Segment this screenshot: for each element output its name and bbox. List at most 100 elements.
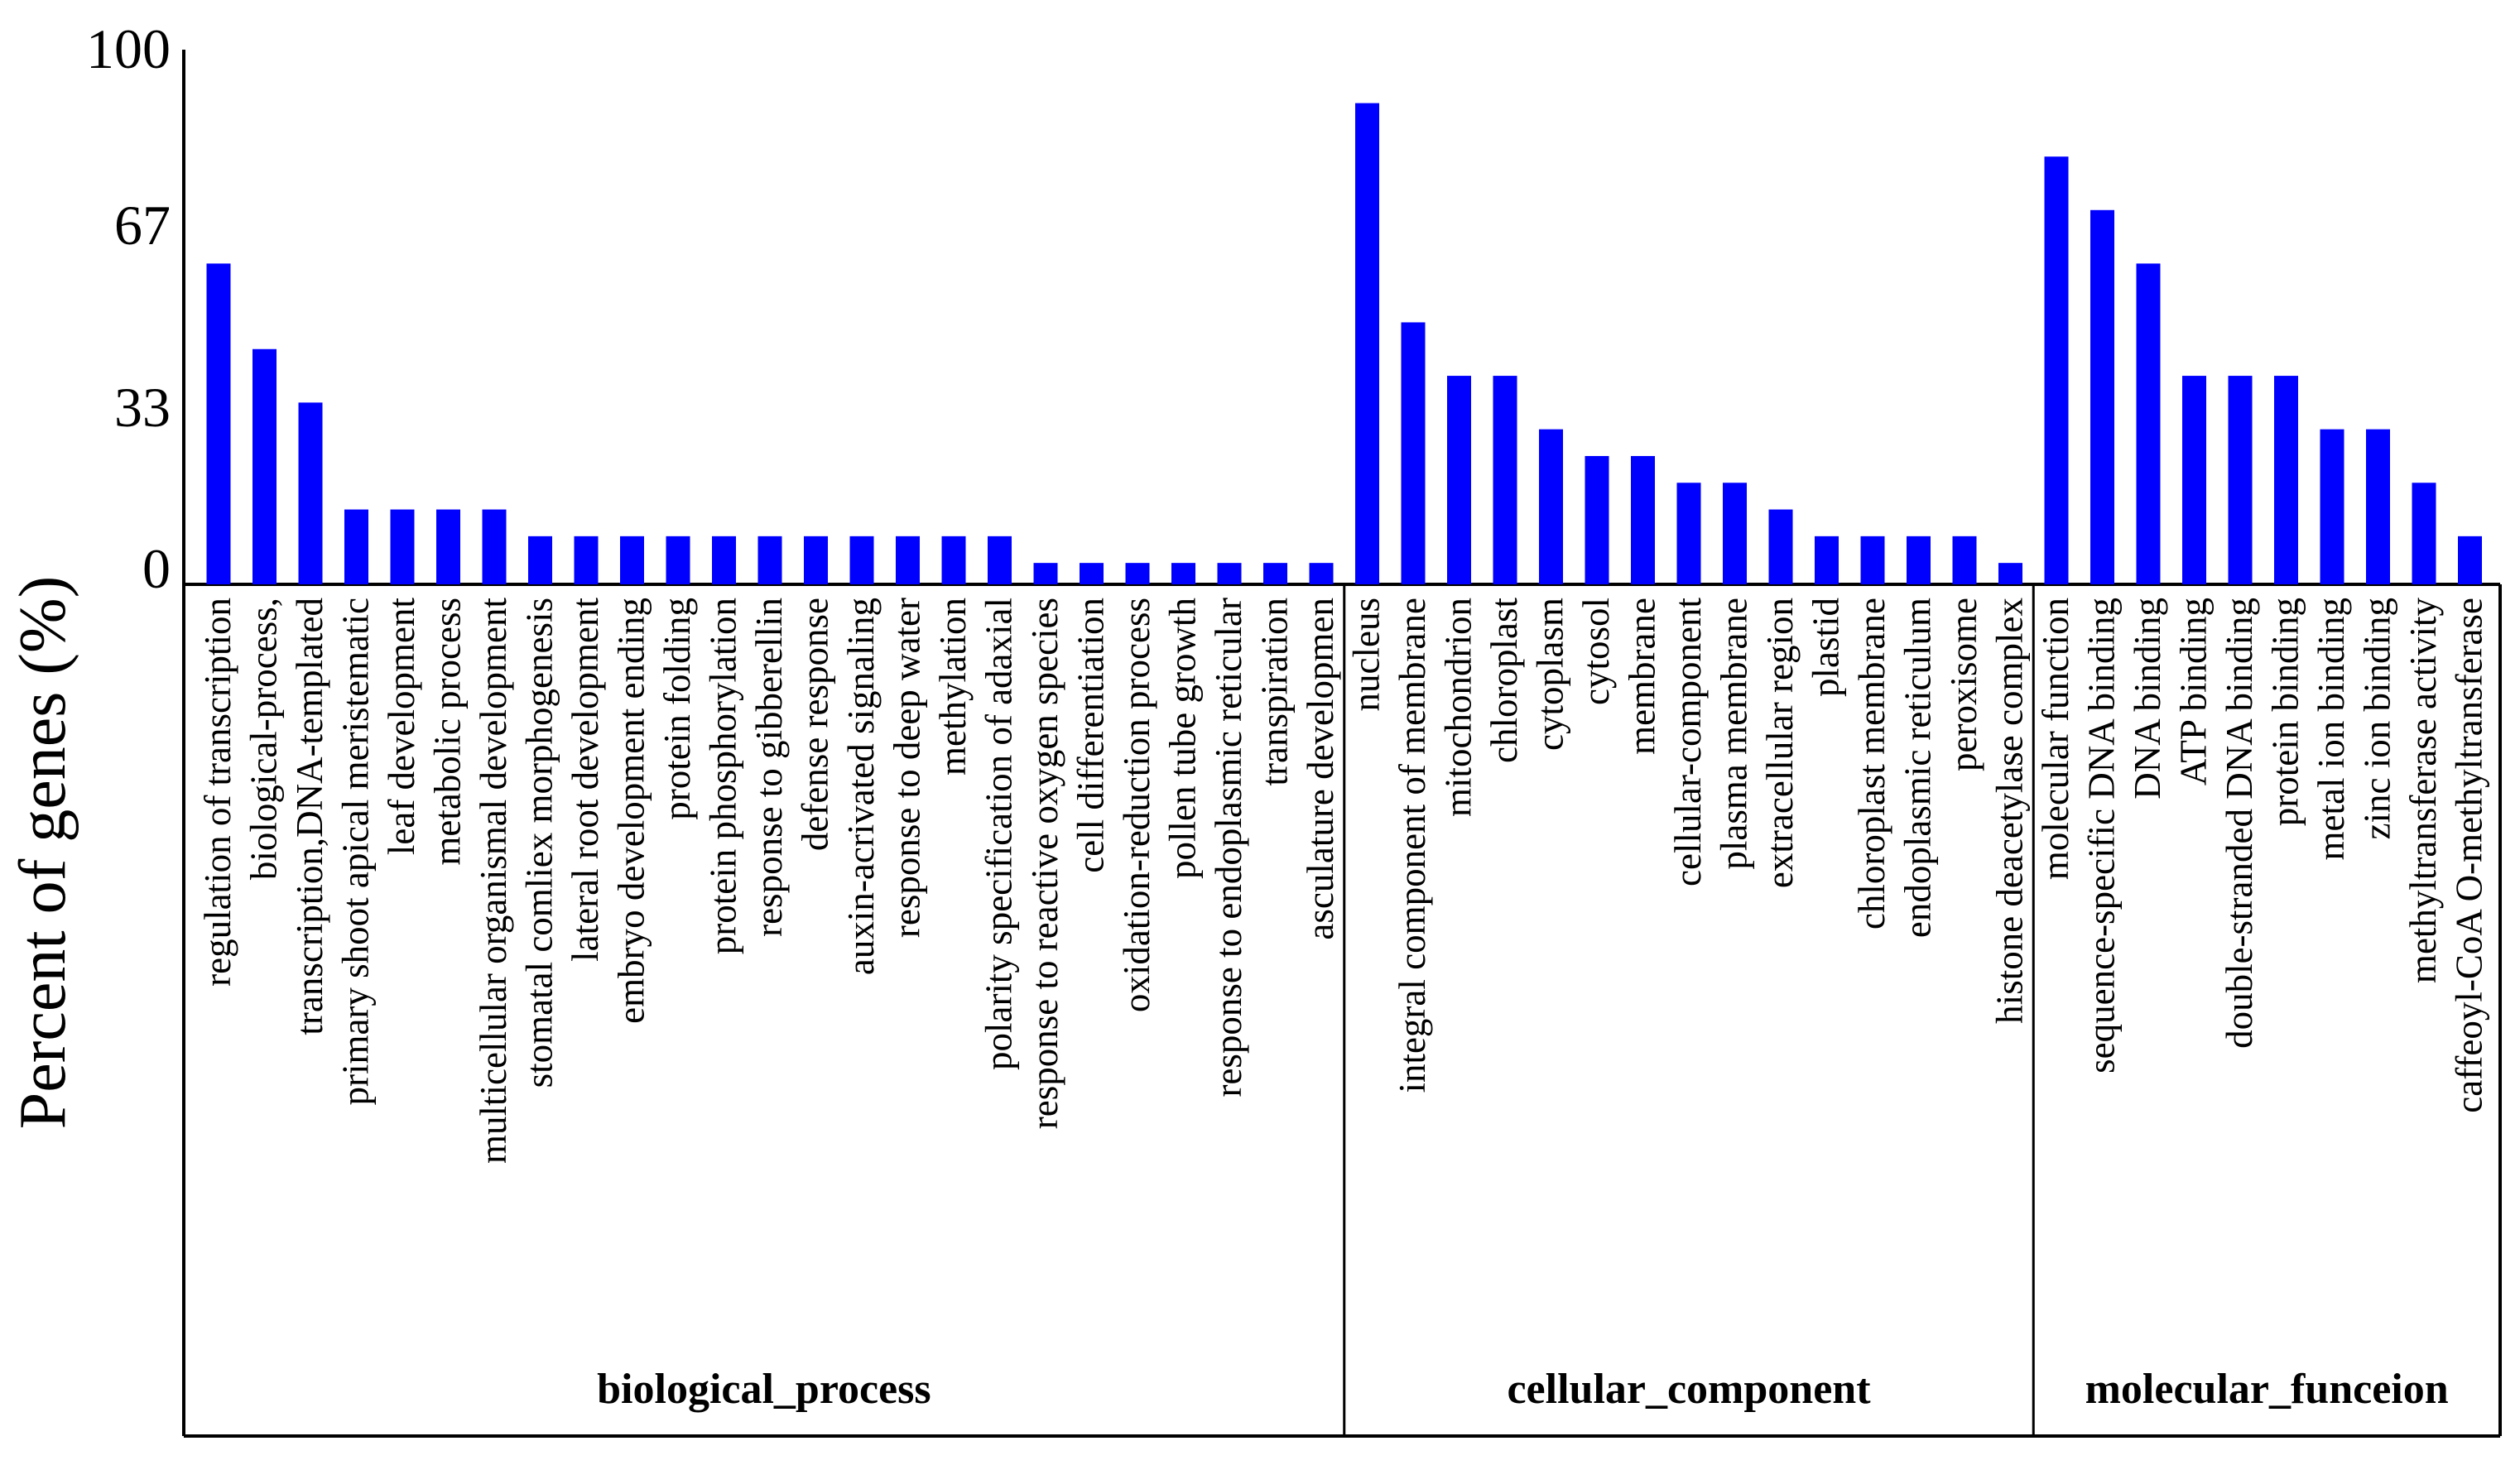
- category-label-cellular_component-13: peroxisome: [1943, 598, 1984, 771]
- category-label-molecular_funceion-0: molecular function: [2035, 598, 2076, 880]
- category-label-molecular_funceion-4: double-stranded DNA binding: [2219, 598, 2260, 1049]
- bar-molecular_funceion-4: [2228, 376, 2253, 584]
- bar-cellular_component-8: [1723, 483, 1747, 584]
- bar-cellular_component-4: [1539, 429, 1563, 584]
- bar-cellular_component-10: [1815, 536, 1839, 584]
- category-label-molecular_funceion-9: caffeoyl-CoA O-methyltransferase: [2449, 598, 2490, 1113]
- category-label-biological_process-5: metabolic process: [427, 598, 469, 866]
- bar-biological_process-1: [252, 348, 277, 584]
- category-label-biological_process-2: transcription,DNA-templated: [289, 598, 330, 1035]
- category-label-biological_process-6: multicellular organismal development: [473, 598, 514, 1164]
- bar-biological_process-21: [1171, 563, 1195, 584]
- bar-biological_process-0: [206, 263, 231, 584]
- category-label-biological_process-14: auxin-acrivated signaling: [840, 598, 882, 975]
- y-axis: 0 33 67 100: [86, 17, 2500, 600]
- category-label-biological_process-12: response to gibberellin: [748, 598, 790, 937]
- y-axis-label: Percent of genes (%): [7, 576, 79, 1130]
- y-tick-label: 67: [114, 194, 171, 257]
- category-label-cellular_component-6: membrane: [1622, 598, 1663, 755]
- group-label-biological_process: biological_process: [597, 1366, 931, 1413]
- bar-cellular_component-1: [1401, 322, 1426, 584]
- category-label-cellular_component-10: plastid: [1806, 598, 1847, 697]
- category-label-molecular_funceion-5: protein binding: [2265, 598, 2306, 826]
- bar-biological_process-5: [436, 509, 460, 584]
- category-label-biological_process-19: cell differentiation: [1070, 598, 1112, 873]
- bar-cellular_component-11: [1860, 536, 1885, 584]
- bar-molecular_funceion-6: [2320, 429, 2344, 584]
- category-label-biological_process-7: stomatal comliex morphogenesis: [519, 598, 560, 1088]
- category-label-molecular_funceion-7: zinc ion binding: [2357, 598, 2398, 839]
- bar-cellular_component-12: [1907, 536, 1931, 584]
- category-label-molecular_funceion-1: sequence-specific DNA binding: [2081, 598, 2123, 1074]
- bar-molecular_funceion-3: [2182, 376, 2206, 584]
- category-label-biological_process-13: defense response: [795, 598, 836, 851]
- category-label-cellular_component-14: histone deacetylase complex: [1989, 598, 2031, 1024]
- category-label-biological_process-17: polarity specification of adaxial: [979, 598, 1020, 1070]
- category-label-cellular_component-1: integral component of membrane: [1392, 598, 1433, 1093]
- category-label-biological_process-3: primary shoot apical meristematic: [335, 598, 377, 1106]
- y-tick-label: 100: [86, 17, 171, 80]
- bar-cellular_component-13: [1952, 536, 1977, 584]
- bar-biological_process-8: [574, 536, 599, 584]
- category-label-biological_process-1: biological-process,: [243, 598, 285, 880]
- bar-biological_process-10: [666, 536, 690, 584]
- bar-cellular_component-3: [1493, 376, 1517, 584]
- bar-biological_process-3: [344, 509, 368, 584]
- bar-biological_process-16: [941, 536, 966, 584]
- category-label-biological_process-8: lateral root development: [565, 598, 606, 962]
- bars: [206, 103, 2482, 585]
- bar-cellular_component-14: [1998, 563, 2022, 584]
- category-label-biological_process-9: embryo development ending: [611, 598, 652, 1024]
- category-label-cellular_component-5: cytosol: [1575, 598, 1617, 705]
- y-tick-label: 0: [142, 537, 171, 600]
- bar-molecular_funceion-5: [2274, 376, 2298, 584]
- bar-biological_process-2: [298, 402, 323, 584]
- category-label-cellular_component-8: plasma membrane: [1714, 598, 1755, 870]
- bar-cellular_component-0: [1355, 103, 1379, 585]
- bar-cellular_component-2: [1447, 376, 1471, 584]
- bar-cellular_component-7: [1676, 483, 1701, 584]
- category-label-molecular_funceion-2: DNA binding: [2127, 598, 2168, 800]
- bar-biological_process-11: [712, 536, 736, 584]
- bar-biological_process-12: [757, 536, 782, 584]
- bar-biological_process-6: [482, 509, 507, 584]
- bar-molecular_funceion-7: [2366, 429, 2390, 584]
- bar-biological_process-15: [896, 536, 920, 584]
- bar-cellular_component-6: [1631, 455, 1655, 584]
- category-label-biological_process-15: response to deep water: [887, 598, 928, 938]
- category-label-molecular_funceion-3: ATP binding: [2173, 598, 2215, 785]
- bar-molecular_funceion-9: [2458, 536, 2482, 584]
- group-label-cellular_component: cellular_component: [1507, 1366, 1871, 1413]
- category-label-cellular_component-9: extracellular region: [1759, 598, 1801, 888]
- bar-biological_process-17: [988, 536, 1012, 584]
- bar-molecular_funceion-8: [2412, 483, 2436, 584]
- bar-cellular_component-9: [1768, 509, 1793, 584]
- category-label-biological_process-4: leaf development: [381, 598, 422, 856]
- category-label-cellular_component-7: cellular-component: [1667, 598, 1709, 886]
- group-boxes: biological_process cellular_component mole…: [182, 584, 2502, 1438]
- category-labels: regulation of transcription biological-pr…: [197, 598, 2490, 1164]
- bar-biological_process-22: [1217, 563, 1242, 584]
- bar-biological_process-4: [390, 509, 415, 584]
- bar-biological_process-19: [1080, 563, 1104, 584]
- category-label-biological_process-0: regulation of transcription: [197, 598, 238, 987]
- category-label-biological_process-21: pollen tube growth: [1162, 598, 1204, 879]
- bar-biological_process-14: [849, 536, 874, 584]
- group-label-molecular_funceion: molecular_funceion: [2085, 1366, 2449, 1413]
- category-label-cellular_component-2: mitochondrion: [1438, 598, 1479, 817]
- bar-biological_process-9: [620, 536, 644, 584]
- category-label-biological_process-23: transpiration: [1254, 598, 1296, 785]
- category-label-biological_process-16: methylation: [932, 598, 974, 776]
- category-label-cellular_component-12: endoplasmic reticulum: [1897, 598, 1939, 938]
- bar-cellular_component-5: [1585, 455, 1609, 584]
- bar-molecular_funceion-0: [2044, 156, 2069, 584]
- bar-biological_process-7: [528, 536, 552, 584]
- category-label-biological_process-11: protein phosphorylation: [703, 598, 744, 954]
- category-label-cellular_component-4: cytoplasm: [1530, 598, 1571, 751]
- category-label-cellular_component-11: chloroplast membrane: [1851, 598, 1892, 929]
- bar-molecular_funceion-2: [2136, 263, 2161, 584]
- category-label-biological_process-20: oxidation-reduction process: [1116, 598, 1157, 1012]
- bar-biological_process-20: [1125, 563, 1150, 584]
